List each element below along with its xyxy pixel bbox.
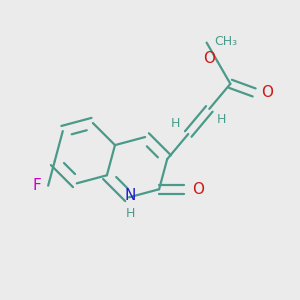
Text: O: O [203, 52, 215, 67]
Text: F: F [33, 178, 42, 193]
Text: CH₃: CH₃ [214, 34, 237, 48]
Text: O: O [192, 182, 204, 197]
Text: O: O [261, 85, 273, 100]
Text: H: H [171, 117, 180, 130]
Text: H: H [126, 207, 135, 220]
Text: N: N [125, 188, 136, 203]
Text: H: H [217, 113, 226, 126]
